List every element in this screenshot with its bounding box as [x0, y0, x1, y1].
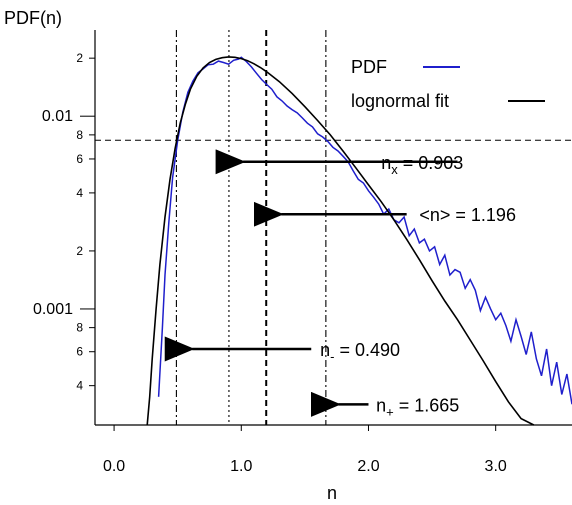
y-minor-tick-label: 4 [76, 379, 83, 393]
x-tick-label: 3.0 [485, 458, 507, 475]
annotation-label: <n> = 1.196 [419, 205, 516, 225]
x-axis-title: n [327, 483, 337, 503]
y-minor-tick-label: 8 [76, 128, 83, 142]
legend-label-fit: lognormal fit [351, 91, 449, 111]
annotation-label: n- = 0.490 [320, 340, 400, 364]
x-tick-label: 1.0 [230, 458, 252, 475]
x-tick-label: 2.0 [357, 458, 379, 475]
y-minor-tick-label: 6 [76, 345, 83, 359]
legend-label-pdf: PDF [351, 57, 387, 77]
y-minor-tick-label: 2 [76, 51, 83, 65]
y-axis-title: PDF(n) [4, 8, 62, 28]
annotation-label: n+ = 1.665 [376, 395, 459, 419]
y-tick-label: 0.001 [33, 301, 73, 318]
y-minor-tick-label: 4 [76, 186, 83, 200]
y-minor-tick-label: 8 [76, 321, 83, 335]
annotation-label: nx = 0.903 [381, 153, 463, 177]
series-line-pdf [157, 56, 572, 405]
y-minor-tick-label: 6 [76, 152, 83, 166]
legend: PDF lognormal fit [351, 57, 545, 111]
y-minor-tick-label: 2 [76, 244, 83, 258]
x-tick-label: 0.0 [103, 458, 125, 475]
y-tick-label: 0.01 [42, 108, 73, 125]
series-line-lognormal-fit [146, 56, 535, 426]
